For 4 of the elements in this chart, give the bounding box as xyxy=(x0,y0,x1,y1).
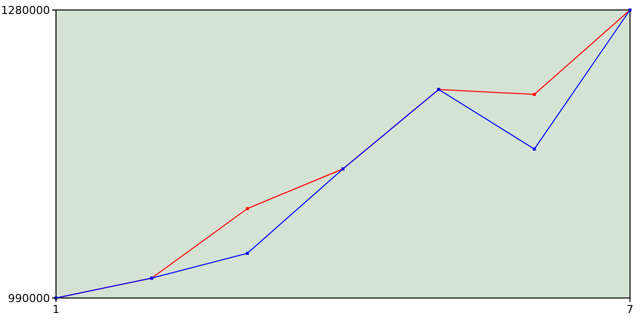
x-tick-label: 7 xyxy=(626,303,634,316)
y-tick-label: 1280000 xyxy=(1,4,50,17)
x-tick-label: 1 xyxy=(52,303,60,316)
y-tick-label: 990000 xyxy=(8,292,50,305)
